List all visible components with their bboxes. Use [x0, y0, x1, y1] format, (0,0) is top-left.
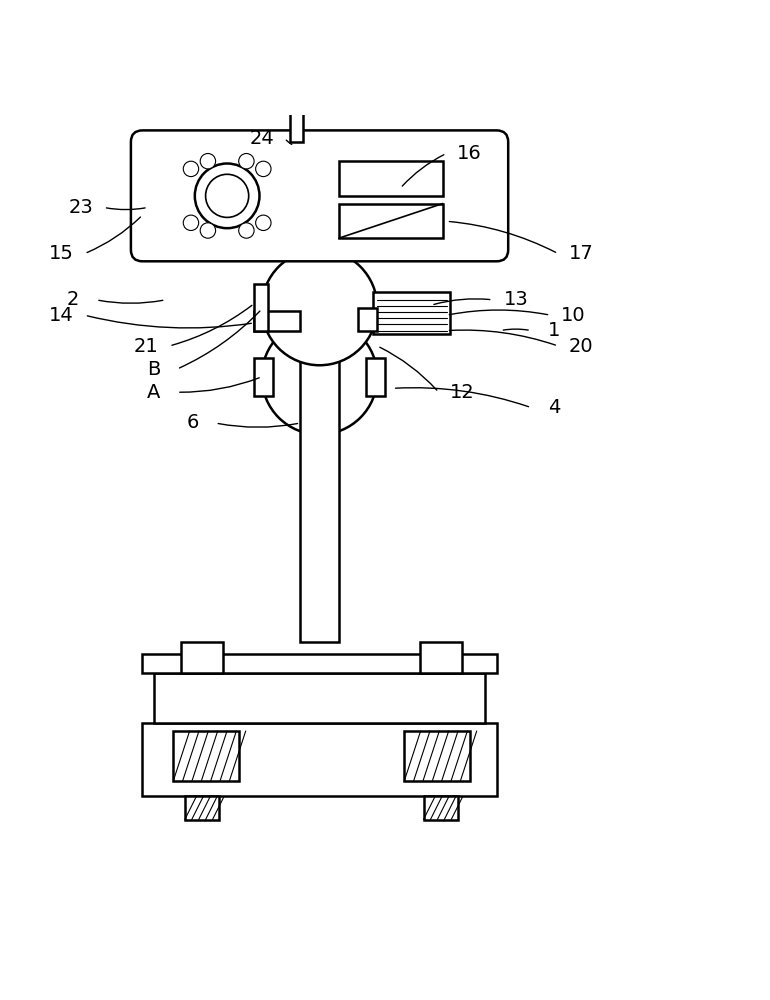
Circle shape	[256, 161, 271, 177]
Text: 24: 24	[249, 129, 274, 148]
Text: 2: 2	[67, 290, 79, 309]
Text: 20: 20	[569, 336, 594, 356]
Bar	[300, 180, 339, 319]
Text: 12: 12	[450, 383, 474, 402]
Text: A: A	[147, 383, 161, 402]
Bar	[339, 204, 443, 238]
Circle shape	[183, 161, 199, 177]
Circle shape	[239, 223, 254, 238]
Circle shape	[290, 78, 303, 90]
Bar	[173, 731, 239, 781]
Bar	[142, 723, 497, 796]
Bar	[254, 358, 273, 396]
Text: 10: 10	[561, 306, 586, 325]
Text: 15: 15	[49, 244, 74, 263]
Bar	[185, 796, 219, 820]
Text: 14: 14	[49, 306, 74, 325]
Bar	[358, 308, 377, 331]
Bar	[420, 642, 462, 673]
Bar	[142, 654, 497, 673]
Circle shape	[195, 164, 259, 228]
Bar	[300, 358, 339, 642]
Bar	[154, 673, 485, 723]
Text: 23: 23	[69, 198, 93, 217]
Bar	[181, 642, 223, 673]
Text: 21: 21	[134, 336, 159, 356]
Text: 6: 6	[186, 414, 199, 432]
FancyBboxPatch shape	[131, 130, 508, 261]
Text: 16: 16	[457, 144, 482, 163]
Circle shape	[239, 153, 254, 169]
Bar	[373, 292, 450, 334]
Text: 17: 17	[569, 244, 594, 263]
Bar	[254, 284, 268, 331]
Circle shape	[256, 215, 271, 231]
Circle shape	[200, 153, 216, 169]
Circle shape	[262, 250, 377, 365]
Circle shape	[200, 223, 216, 238]
Circle shape	[183, 215, 199, 231]
Bar	[404, 731, 470, 781]
Circle shape	[262, 319, 377, 435]
Bar	[254, 311, 300, 331]
Bar	[424, 796, 458, 820]
Text: 1: 1	[548, 321, 561, 340]
Text: 4: 4	[548, 398, 561, 417]
Circle shape	[206, 174, 249, 217]
Text: B: B	[147, 360, 161, 379]
Bar	[366, 358, 385, 396]
Bar	[339, 161, 443, 196]
Text: 13: 13	[504, 290, 528, 309]
Bar	[290, 84, 303, 142]
